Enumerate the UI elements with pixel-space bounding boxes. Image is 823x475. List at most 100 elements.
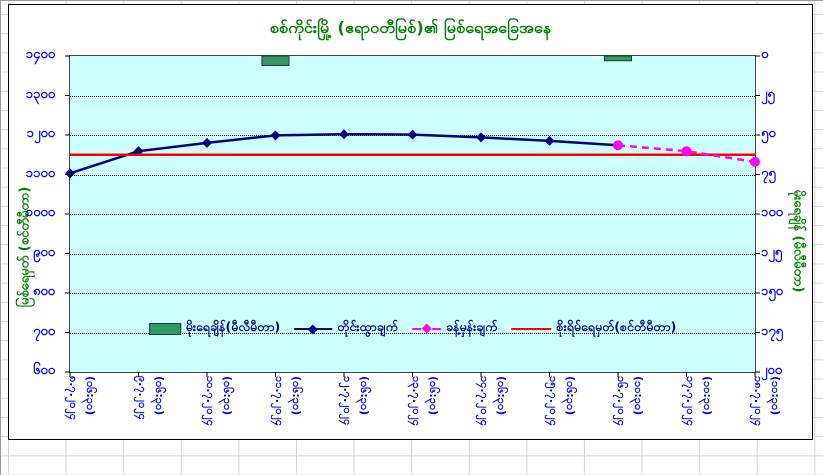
- legend-label: ခန့်မှန်းချက်: [445, 319, 498, 334]
- x-axis-label: ၁၅.၇.၂၀၂၄ (၀၆:၃၀): [546, 376, 580, 442]
- left-axis-tick-label: ၁၄၀၀: [25, 47, 55, 62]
- right-axis-tick-label: ၇၅: [761, 165, 776, 181]
- observed-marker-diamond: [65, 168, 75, 179]
- observed-marker-diamond: [202, 137, 212, 148]
- x-label-time: (၀၆:၃၀): [84, 376, 97, 416]
- legend: မိုးရေချိန်(မီလီမီတာ) တိုင်းထွာချက် ခန့်မှ…: [148, 319, 676, 338]
- rainfall-bar: [261, 55, 290, 66]
- x-axis-label: ၈.၇.၂၀၂၄ (၀၆:၃၀): [66, 376, 100, 442]
- x-label-time: (၀၆:၃၀): [563, 376, 577, 416]
- x-label-time-column: (၀၆:၃၀): [494, 376, 510, 442]
- left-axis-tick-label: ၉၀၀: [33, 244, 55, 260]
- x-label-time-column: (၁၀:၃၀): [700, 376, 716, 442]
- right-axis-tick-label: ၀: [761, 47, 769, 62]
- plot-gridline: [70, 95, 755, 97]
- x-axis-label: ၁၈.၇.၂၀၂၄ (၁၀:၃၀): [751, 376, 785, 442]
- right-axis-tick-label: ၅၀: [761, 126, 776, 141]
- legend-label: မိုးရေချိန်(မီလီမီတာ): [185, 319, 281, 334]
- x-label-time: (၀၆:၃၀): [289, 376, 303, 416]
- x-label-time-column: (၀၆:၃၀): [426, 376, 442, 442]
- x-label-time: (၁၀:၃၀): [769, 376, 782, 416]
- x-axis-label: ၁၄.၇.၂၀၂၄ (၀၆:၃၀): [477, 376, 511, 442]
- danger-line-swatch-icon: [511, 327, 552, 330]
- x-label-time-column: (၁၀:၃၀): [768, 376, 784, 442]
- x-axis-label: ၉.၇.၂၀၂၄ (၀၆:၃၀): [135, 376, 169, 442]
- legend-item: တိုင်းထွာချက်: [294, 319, 398, 338]
- chart-title: စစ်ကိုင်းမြို့ (ဧရာဝတီမြစ်)၏ မြစ်ရေအခြေအ…: [269, 18, 552, 37]
- x-label-date-column: ၈.၇.၂၀၂၄: [66, 376, 82, 442]
- x-label-date-column: ၁၈.၇.၂၀၂၄: [751, 376, 767, 442]
- plot-gridline: [70, 293, 755, 294]
- x-label-date: ၁၄.၇.၂၀၂၄: [478, 376, 491, 427]
- legend-label: စိုးရိမ်ရေမှတ်(စင်တီမီတာ): [556, 319, 677, 334]
- legend-item: ခန့်မှန်းချက်: [411, 319, 498, 338]
- legend-item: စိုးရိမ်ရေမှတ်(စင်တီမီတာ): [511, 319, 676, 338]
- x-label-time-column: (၀၆:၃၀): [563, 376, 579, 442]
- x-label-time-column: (၁၀:၃၀): [631, 376, 647, 442]
- x-label-time-column: (၀၆:၃၀): [220, 376, 236, 442]
- legend-label: တိုင်းထွာချက်: [337, 319, 398, 334]
- x-label-date: ၁၁.၇.၂၀၂၄: [272, 376, 286, 427]
- plot-gridline: [70, 253, 755, 255]
- x-label-time-column: (၀၆:၃၀): [357, 376, 373, 442]
- x-label-date-column: ၁၅.၇.၂၀၂၄: [546, 376, 562, 442]
- forecast-marker-circle: [681, 146, 692, 157]
- x-label-date-column: ၁၇.၇.၂၀၂၄: [683, 376, 699, 442]
- forecast-line: [617, 144, 756, 164]
- x-axis-label: ၁၁.၇.၂၀၂၄ (၀၆:၃၀): [272, 376, 306, 442]
- x-axis-label: ၁၃.၇.၂၀၂၄ (၀၆:၃၀): [409, 376, 443, 442]
- left-axis-tick-label: ၈၀၀: [32, 284, 55, 299]
- x-label-time-column: (၀၆:၃၀): [289, 376, 305, 442]
- left-axis-tick-label: ၁၁၀၀: [25, 165, 55, 181]
- x-label-date: ၁၃.၇.၂၀၂၄: [409, 376, 423, 427]
- x-label-date: ၈.၇.၂၀၂၄: [67, 376, 80, 421]
- x-label-date-column: ၉.၇.၂၀၂၄: [135, 376, 151, 442]
- x-label-time: (၀၆:၃၀): [358, 376, 371, 416]
- dash-icon: [431, 327, 441, 330]
- diamond-marker-icon: [307, 324, 318, 334]
- x-label-date-column: ၁၂.၇.၂၀၂၄: [340, 376, 356, 442]
- x-label-time: (၁၀:၃၀): [632, 376, 645, 416]
- observed-marker-diamond: [476, 132, 486, 143]
- diamond-marker-icon: [421, 323, 432, 334]
- right-axis-tick-label: ၁၅၀: [761, 284, 783, 299]
- x-label-time: (၁၀:၃၀): [700, 376, 714, 416]
- legend-item: မိုးရေချိန်(မီလီမီတာ): [148, 319, 281, 338]
- x-label-date-column: ၁၆.၇.၂၀၂၄: [614, 376, 630, 442]
- left-axis-tick-label: ၁၀၀၀: [25, 205, 55, 220]
- forecast-swatch-icon: [411, 323, 441, 334]
- x-label-time: (၀၆:၃၀): [426, 376, 440, 416]
- right-axis-tick-label: ၂၅: [761, 86, 775, 102]
- observed-marker-diamond: [133, 146, 144, 157]
- chart-frame: စစ်ကိုင်းမြို့ (ဧရာဝတီမြစ်)၏ မြစ်ရေအခြေအ…: [8, 4, 813, 440]
- left-axis-tick-label: ၆၀၀: [33, 363, 55, 378]
- x-label-time: (၀၆:၃၀): [221, 376, 234, 416]
- x-label-date: ၁၆.၇.၂၀၂၄: [615, 376, 628, 427]
- x-label-date: ၉.၇.၂၀၂၄: [135, 376, 149, 420]
- x-label-date: ၁၇.၇.၂၀၂၄: [683, 376, 697, 427]
- forecast-marker-circle: [750, 156, 760, 167]
- x-label-date: ၁၅.၇.၂၀၂၄: [546, 376, 560, 427]
- plot-gridline: [70, 332, 755, 334]
- observed-marker-diamond: [544, 135, 555, 146]
- x-axis-label: ၁၀.၇.၂၀၂၄ (၀၆:၃၀): [203, 376, 237, 442]
- x-label-date-column: ၁၀.၇.၂၀၂၄: [203, 376, 219, 442]
- plot-area: မိုးရေချိန်(မီလီမီတာ) တိုင်းထွာချက် ခန့်မှ…: [65, 55, 760, 377]
- observed-swatch-icon: [294, 324, 333, 334]
- right-axis-tick-label: ၁၀၀: [761, 205, 783, 220]
- x-label-time-column: (၀၆:၃၀): [152, 376, 168, 442]
- right-axis-tick-label: ၁၇၅: [761, 323, 783, 339]
- forecast-marker-circle: [613, 140, 623, 151]
- plot-gridline: [70, 214, 755, 215]
- x-label-date-column: ၁၄.၇.၂၀၂၄: [477, 376, 493, 442]
- rainfall-bar: [604, 55, 632, 62]
- right-axis-tick-label: ၁၂၅: [761, 244, 783, 260]
- x-label-date-column: ၁၃.၇.၂၀၂၄: [409, 376, 425, 442]
- plot-gridline: [70, 135, 755, 136]
- x-label-date: ၁၂.၇.၂၀၂၄: [341, 376, 354, 426]
- right-axis-tick-label: ၂၀၀: [761, 363, 783, 378]
- x-label-date: ၁၈.၇.၂၀၂၄: [752, 376, 765, 427]
- dash-icon: [411, 327, 421, 330]
- x-label-date-column: ၁၁.၇.၂၀၂၄: [272, 376, 288, 442]
